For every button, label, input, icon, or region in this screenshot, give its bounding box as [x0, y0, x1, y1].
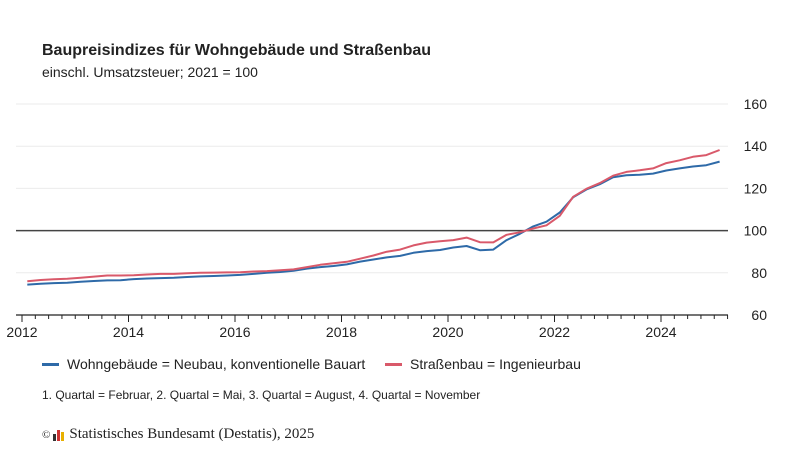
source-text: Statistisches Bundesamt (Destatis), 2025 — [69, 426, 315, 442]
x-tick-label: 2012 — [6, 324, 37, 340]
y-tick-label: 80 — [751, 265, 767, 281]
y-tick-label: 160 — [744, 96, 768, 112]
legend-label: Wohngebäude = Neubau, konventionelle Bau… — [67, 356, 366, 372]
x-tick-label: 2024 — [645, 324, 676, 340]
x-tick-label: 2016 — [219, 324, 250, 340]
destatis-logo-icon — [53, 429, 65, 441]
chart-subtitle: einschl. Umsatzsteuer; 2021 = 100 — [42, 64, 258, 80]
source: © Statistisches Bundesamt (Destatis), 20… — [42, 426, 314, 443]
chart-title: Baupreisindizes für Wohngebäude und Stra… — [42, 42, 432, 59]
y-tick-label: 60 — [751, 307, 767, 323]
series-line-strassenbau — [27, 149, 720, 283]
legend-item-wohngebaeude: Wohngebäude = Neubau, konventionelle Bau… — [42, 356, 365, 372]
x-tick-label: 2020 — [432, 324, 463, 340]
x-tick-label: 2014 — [113, 324, 144, 340]
legend-item-strassenbau: Straßenbau = Ingenieurbau — [385, 356, 581, 372]
series-line-wohngebaeude — [27, 160, 720, 286]
legend-label: Straßenbau = Ingenieurbau — [410, 356, 581, 372]
copyright-symbol: © — [42, 428, 51, 441]
y-tick-label: 100 — [744, 223, 768, 239]
y-tick-label: 140 — [744, 138, 768, 154]
footnote: 1. Quartal = Februar, 2. Quartal = Mai, … — [42, 388, 481, 402]
x-tick-label: 2018 — [326, 324, 357, 340]
y-tick-label: 120 — [744, 180, 768, 196]
legend-swatch — [385, 362, 402, 366]
x-tick-label: 2022 — [539, 324, 570, 340]
legend-swatch — [42, 362, 59, 366]
